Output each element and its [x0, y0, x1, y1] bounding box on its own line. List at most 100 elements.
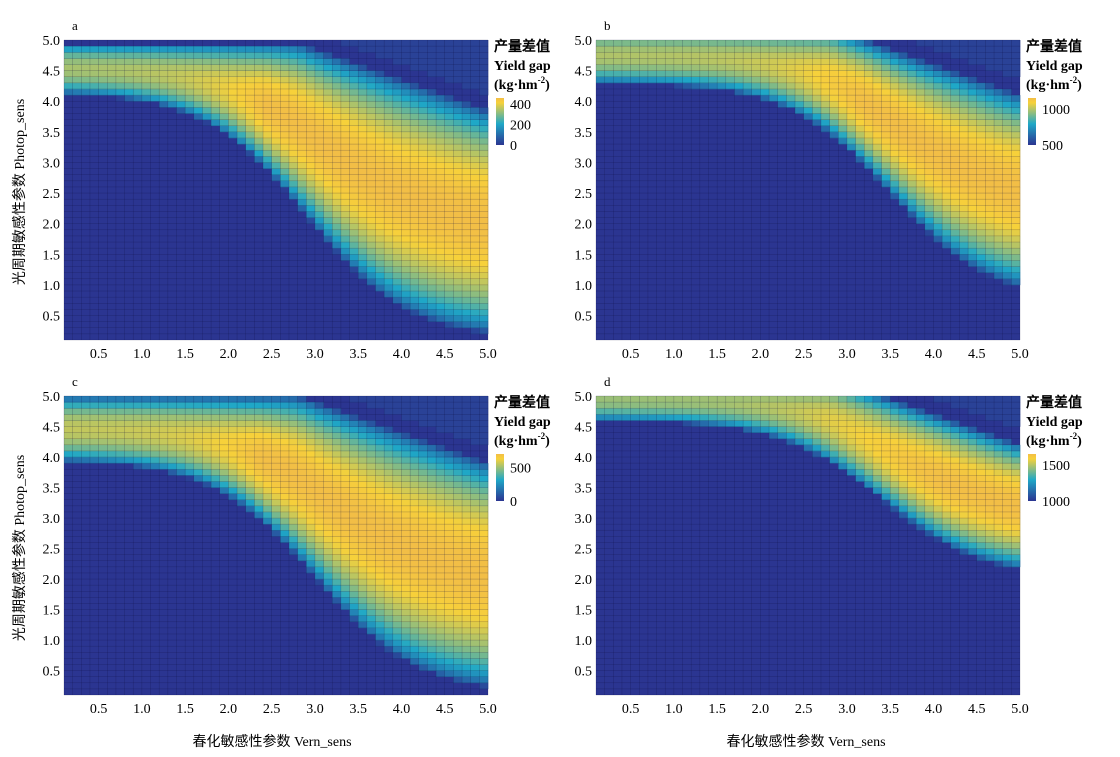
heatmap-cell: [985, 414, 995, 421]
heatmap-cell: [959, 223, 969, 231]
heatmap-cell: [263, 487, 272, 494]
heatmap-cell: [115, 70, 125, 78]
heatmap-cell: [453, 487, 463, 494]
heatmap-cell: [479, 658, 489, 665]
heatmap-cell: [968, 242, 978, 249]
heatmap-cell: [89, 76, 99, 84]
heatmap-cell: [444, 248, 454, 255]
heatmap-cell: [358, 511, 368, 519]
heatmap-cell: [950, 426, 960, 433]
heatmap-cell: [1011, 457, 1021, 464]
heatmap-cell: [924, 150, 934, 157]
heatmap-cell: [470, 272, 480, 280]
heatmap-cell: [717, 64, 727, 71]
heatmap-cell: [968, 235, 978, 243]
heatmap-cell: [479, 217, 489, 224]
heatmap-cells-a: [64, 40, 489, 335]
heatmap-cell: [401, 585, 411, 592]
heatmap-cell: [418, 591, 428, 598]
heatmap-cell: [263, 137, 272, 145]
heatmap-cell: [280, 113, 290, 120]
heatmap-cell: [401, 248, 411, 255]
heatmap-cell: [263, 481, 272, 488]
heatmap-cell: [976, 402, 986, 409]
heatmap-cell: [1011, 235, 1021, 243]
heatmap-cell: [968, 408, 978, 415]
heatmap-cell: [418, 511, 428, 519]
heatmap-cell: [470, 658, 480, 665]
heatmap-cell: [453, 511, 463, 519]
heatmap-cell: [314, 58, 324, 65]
heatmap-cell: [691, 70, 701, 78]
heatmap-cell: [124, 70, 134, 78]
heatmap-cell: [462, 58, 471, 65]
heatmap-cell: [418, 223, 428, 231]
heatmap-cell: [72, 64, 82, 71]
heatmap-cell: [358, 46, 368, 53]
heatmap-cell: [725, 402, 735, 409]
heatmap-cell: [803, 95, 813, 102]
heatmap-cell: [271, 499, 281, 507]
heatmap-cell: [176, 46, 186, 53]
heatmap-cell: [323, 450, 333, 458]
y-tick-label: 4.0: [575, 95, 593, 110]
heatmap-cell: [436, 609, 446, 616]
heatmap-cell: [795, 76, 804, 84]
heatmap-cell: [1002, 186, 1012, 194]
heatmap-cell: [133, 463, 143, 470]
heatmap-cell: [332, 481, 342, 488]
heatmap-cell: [916, 457, 926, 464]
heatmap-cell: [968, 58, 978, 65]
heatmap-cell: [803, 107, 813, 114]
heatmap-cell: [751, 402, 761, 409]
heatmap-cell: [708, 70, 718, 78]
heatmap-cell: [263, 150, 272, 157]
heatmap-cell: [366, 438, 376, 446]
heatmap-cell: [288, 432, 298, 440]
heatmap-cell: [366, 469, 376, 476]
heatmap-cell: [479, 150, 489, 157]
heatmap-cell: [795, 58, 804, 65]
heatmap-cell: [98, 450, 108, 458]
heatmap-cell: [436, 162, 446, 169]
heatmap-cell: [323, 530, 333, 537]
heatmap-cell: [444, 101, 454, 108]
heatmap-cell: [890, 82, 900, 90]
heatmap-cell: [410, 511, 420, 519]
heatmap-cell: [881, 125, 891, 133]
heatmap-cell: [263, 414, 272, 421]
heatmap-cell: [150, 463, 160, 470]
heatmap-cell: [306, 402, 316, 409]
heatmap-cell: [479, 88, 489, 96]
heatmap-cell: [375, 46, 385, 53]
heatmap-cell: [436, 217, 446, 224]
heatmap-cell: [193, 82, 203, 90]
heatmap-cell: [751, 82, 761, 90]
heatmap-cell: [332, 469, 342, 476]
heatmap-cell: [271, 408, 281, 415]
heatmap-cell: [647, 52, 657, 59]
heatmap-cell: [436, 70, 446, 78]
heatmap-cell: [89, 396, 99, 403]
heatmap-cell: [288, 414, 298, 421]
heatmap-cell: [933, 174, 943, 182]
heatmap-cell: [375, 229, 385, 237]
heatmap-cell: [907, 186, 917, 194]
heatmap-cell: [410, 52, 420, 59]
heatmap-cell: [358, 211, 368, 218]
heatmap-cell: [410, 113, 420, 120]
heatmap-cell: [604, 396, 614, 403]
heatmap-cell: [682, 40, 692, 47]
heatmap-cell: [64, 52, 73, 59]
heatmap-cell: [829, 95, 839, 102]
heatmap-cell: [366, 131, 376, 139]
heatmap-cell: [942, 95, 952, 102]
heatmap-cell: [427, 511, 437, 519]
heatmap-cell: [734, 402, 744, 409]
heatmap-cell: [769, 52, 779, 59]
heatmap-cell: [613, 408, 623, 415]
heatmap-cell: [159, 64, 169, 71]
heatmap-cell: [375, 248, 385, 255]
heatmap-cell: [176, 420, 186, 427]
heatmap-cell: [777, 420, 787, 427]
